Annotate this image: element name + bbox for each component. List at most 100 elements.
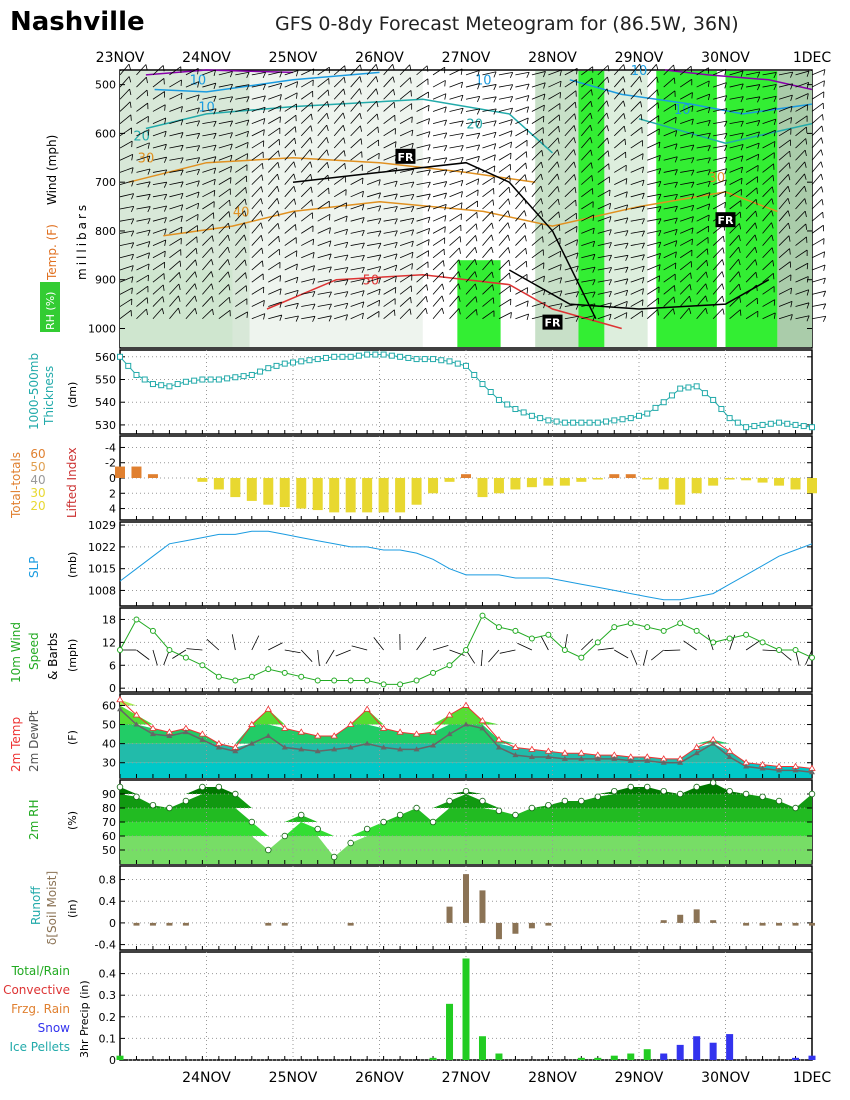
temp2m-point xyxy=(297,728,305,735)
thickness-point xyxy=(594,419,601,426)
runoff-bar xyxy=(463,874,469,923)
wind10-barb xyxy=(630,649,638,665)
thickness-point xyxy=(199,376,206,383)
rh-point xyxy=(380,818,387,826)
thickness-point xyxy=(718,406,725,413)
li-bar xyxy=(493,478,504,494)
thickness-point xyxy=(174,381,181,388)
temp2m-point xyxy=(281,724,289,731)
tick-label: 0.1 xyxy=(99,1032,117,1045)
li-bar xyxy=(329,478,340,513)
wind10-barb xyxy=(186,648,203,651)
tick-label: 2 xyxy=(109,487,116,500)
dew2m-point xyxy=(397,746,404,752)
wind10-barb xyxy=(642,649,648,666)
dew2m-point xyxy=(430,742,437,748)
rh-point xyxy=(462,788,470,795)
wind10-point xyxy=(479,612,486,619)
thickness-point xyxy=(290,359,296,366)
wind10-point xyxy=(627,620,634,627)
rh-point xyxy=(545,802,552,809)
contour-label: 10 xyxy=(198,100,215,115)
top-date-1dec: 1DEC xyxy=(793,50,832,66)
thickness-point xyxy=(273,362,280,369)
thickness-point xyxy=(215,376,222,383)
dew2m-point xyxy=(627,757,634,763)
wind10-point xyxy=(545,631,552,638)
precip-snow-bar xyxy=(709,1042,717,1060)
tick-label: 40 xyxy=(102,738,116,751)
thickness-point xyxy=(504,401,511,408)
tt-legend-value: 60 xyxy=(30,447,45,461)
chart-title: GFS 0-8dy Forecast Meteogram for (86.5W,… xyxy=(275,13,739,35)
temp2m-point xyxy=(692,743,701,750)
runoff-bar xyxy=(265,922,272,926)
thickness-point xyxy=(372,351,379,358)
thickness-point xyxy=(561,419,568,426)
precip-snow-bar xyxy=(676,1044,684,1060)
thickness-point xyxy=(734,419,741,426)
temp2m-point xyxy=(462,701,470,708)
wind10-barb xyxy=(152,649,158,666)
rh-point xyxy=(116,783,124,791)
rh-point xyxy=(792,804,799,812)
thickness-point xyxy=(800,423,807,430)
freezing-level-box xyxy=(715,212,736,228)
wind10-barb xyxy=(499,649,516,654)
top-date-29nov: 29NOV xyxy=(615,50,664,66)
runoff-bar xyxy=(743,922,750,926)
thickness-point xyxy=(166,383,173,390)
thickness-point xyxy=(298,358,305,365)
li-bar xyxy=(658,478,669,490)
wind10-point xyxy=(495,624,502,631)
tick-label: 550 xyxy=(95,374,116,387)
wind10-panel: 18 12 6 0 10m Wind Speed & Barbs (mph) xyxy=(9,607,815,695)
rh-point xyxy=(644,783,651,791)
li-bar xyxy=(296,478,307,509)
contour-label: 20 xyxy=(466,118,483,133)
thickness-point xyxy=(487,389,494,395)
tick-label: 0 xyxy=(109,1054,116,1067)
wind10-point xyxy=(611,624,618,631)
runoff-label-1: Runoff xyxy=(29,886,43,925)
wind10-point xyxy=(743,631,750,638)
wind10-point xyxy=(331,677,338,684)
precip-snow-bar xyxy=(808,1055,816,1060)
rh-band xyxy=(120,782,812,794)
thickness-point xyxy=(117,353,123,360)
wind10-point xyxy=(281,669,288,676)
top-date-30nov: 30NOV xyxy=(701,50,750,66)
rh-point xyxy=(709,779,717,786)
tick-label: 1029 xyxy=(88,519,116,532)
wind10-barb xyxy=(335,649,351,657)
tt-legend-value: 20 xyxy=(30,499,45,513)
wind10-point xyxy=(413,677,420,684)
rh-unit: (%) xyxy=(66,811,79,830)
temp2m-point xyxy=(149,724,157,731)
contour-line xyxy=(145,69,294,76)
wind10-unit: (mph) xyxy=(66,639,79,672)
thickness-point xyxy=(331,353,338,360)
thickness-point xyxy=(710,396,717,403)
wind10-point xyxy=(397,681,404,688)
thickness-point xyxy=(191,377,198,384)
dew2m-point xyxy=(792,767,799,773)
runoff-bar xyxy=(133,922,140,926)
rh-shading xyxy=(249,71,423,347)
thickness-label-1: 1000-500mb xyxy=(27,353,41,430)
thickness-point xyxy=(578,419,585,426)
thickness-point xyxy=(463,362,469,369)
temp-label-2: 2m DewPt xyxy=(27,710,41,772)
rh-point xyxy=(528,804,536,812)
dew2m-point xyxy=(809,769,815,775)
bottom-date-27nov: 27NOV xyxy=(442,1070,491,1086)
thickness-point xyxy=(627,415,634,422)
li-bar xyxy=(461,474,471,478)
li-bar xyxy=(312,478,323,511)
dew2m-point xyxy=(265,733,272,738)
li-bar xyxy=(279,478,290,508)
li-bar xyxy=(246,478,257,501)
precip-snow-bar xyxy=(660,1053,668,1060)
li-bar xyxy=(510,478,521,490)
wind10-barb xyxy=(373,637,384,651)
